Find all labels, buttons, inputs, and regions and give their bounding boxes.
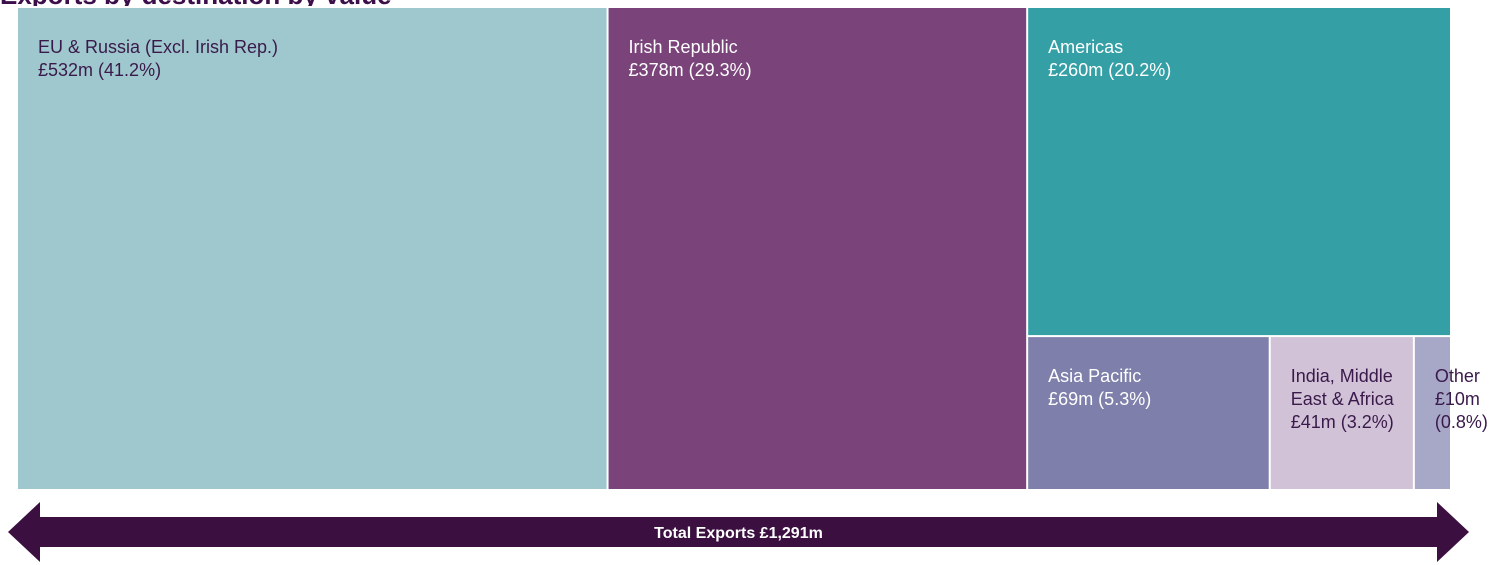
treemap-chart: EU & Russia (Excl. Irish Rep.) £532m (41.…	[18, 8, 1488, 489]
treemap-label-asia-name: Asia Pacific	[1048, 366, 1141, 386]
treemap-label-americas-name: Americas	[1048, 37, 1123, 57]
chart-title-fragment: Exports by destination by value	[0, 0, 420, 6]
treemap-label-irish-value: £378m (29.3%)	[629, 60, 752, 80]
treemap-cell-other: Other £10m (0.8%)	[1414, 337, 1488, 489]
treemap-label-irish-name: Irish Republic	[629, 37, 738, 57]
treemap-label-eu-value: £532m (41.2%)	[38, 60, 161, 80]
treemap-rect-eu	[18, 8, 607, 489]
treemap-label-other-value: (0.8%)	[1435, 412, 1488, 432]
treemap-rect-other	[1414, 337, 1450, 489]
treemap-label-imea-value: £41m (3.2%)	[1291, 412, 1394, 432]
treemap-rect-americas	[1028, 8, 1450, 336]
treemap-cell-irish: Irish Republic £378m (29.3%)	[608, 8, 1027, 489]
treemap-rect-imea	[1270, 337, 1413, 489]
treemap-rect-asia	[1028, 337, 1269, 489]
total-exports-label: Total Exports £1,291m	[654, 525, 823, 542]
treemap-cell-americas: Americas £260m (20.2%)	[1028, 8, 1450, 336]
treemap-cell-asia: Asia Pacific £69m (5.3%)	[1028, 337, 1269, 489]
treemap-label-imea-name: India, Middle	[1291, 366, 1393, 386]
treemap-label-imea-name: East & Africa	[1291, 389, 1395, 409]
treemap-label-americas-value: £260m (20.2%)	[1048, 60, 1171, 80]
total-arrow: Total Exports £1,291m	[8, 502, 1469, 562]
treemap-cell-imea: India, Middle East & Africa £41m (3.2%)	[1270, 337, 1413, 489]
treemap-label-eu-name: EU & Russia (Excl. Irish Rep.)	[38, 37, 278, 57]
treemap-label-other-name: Other	[1435, 366, 1480, 386]
total-arrow-shape	[8, 502, 1469, 562]
treemap-rect-irish	[608, 8, 1027, 489]
treemap-label-asia-value: £69m (5.3%)	[1048, 389, 1151, 409]
treemap-label-other-value: £10m	[1435, 389, 1480, 409]
treemap-cell-eu: EU & Russia (Excl. Irish Rep.) £532m (41.…	[18, 8, 607, 489]
